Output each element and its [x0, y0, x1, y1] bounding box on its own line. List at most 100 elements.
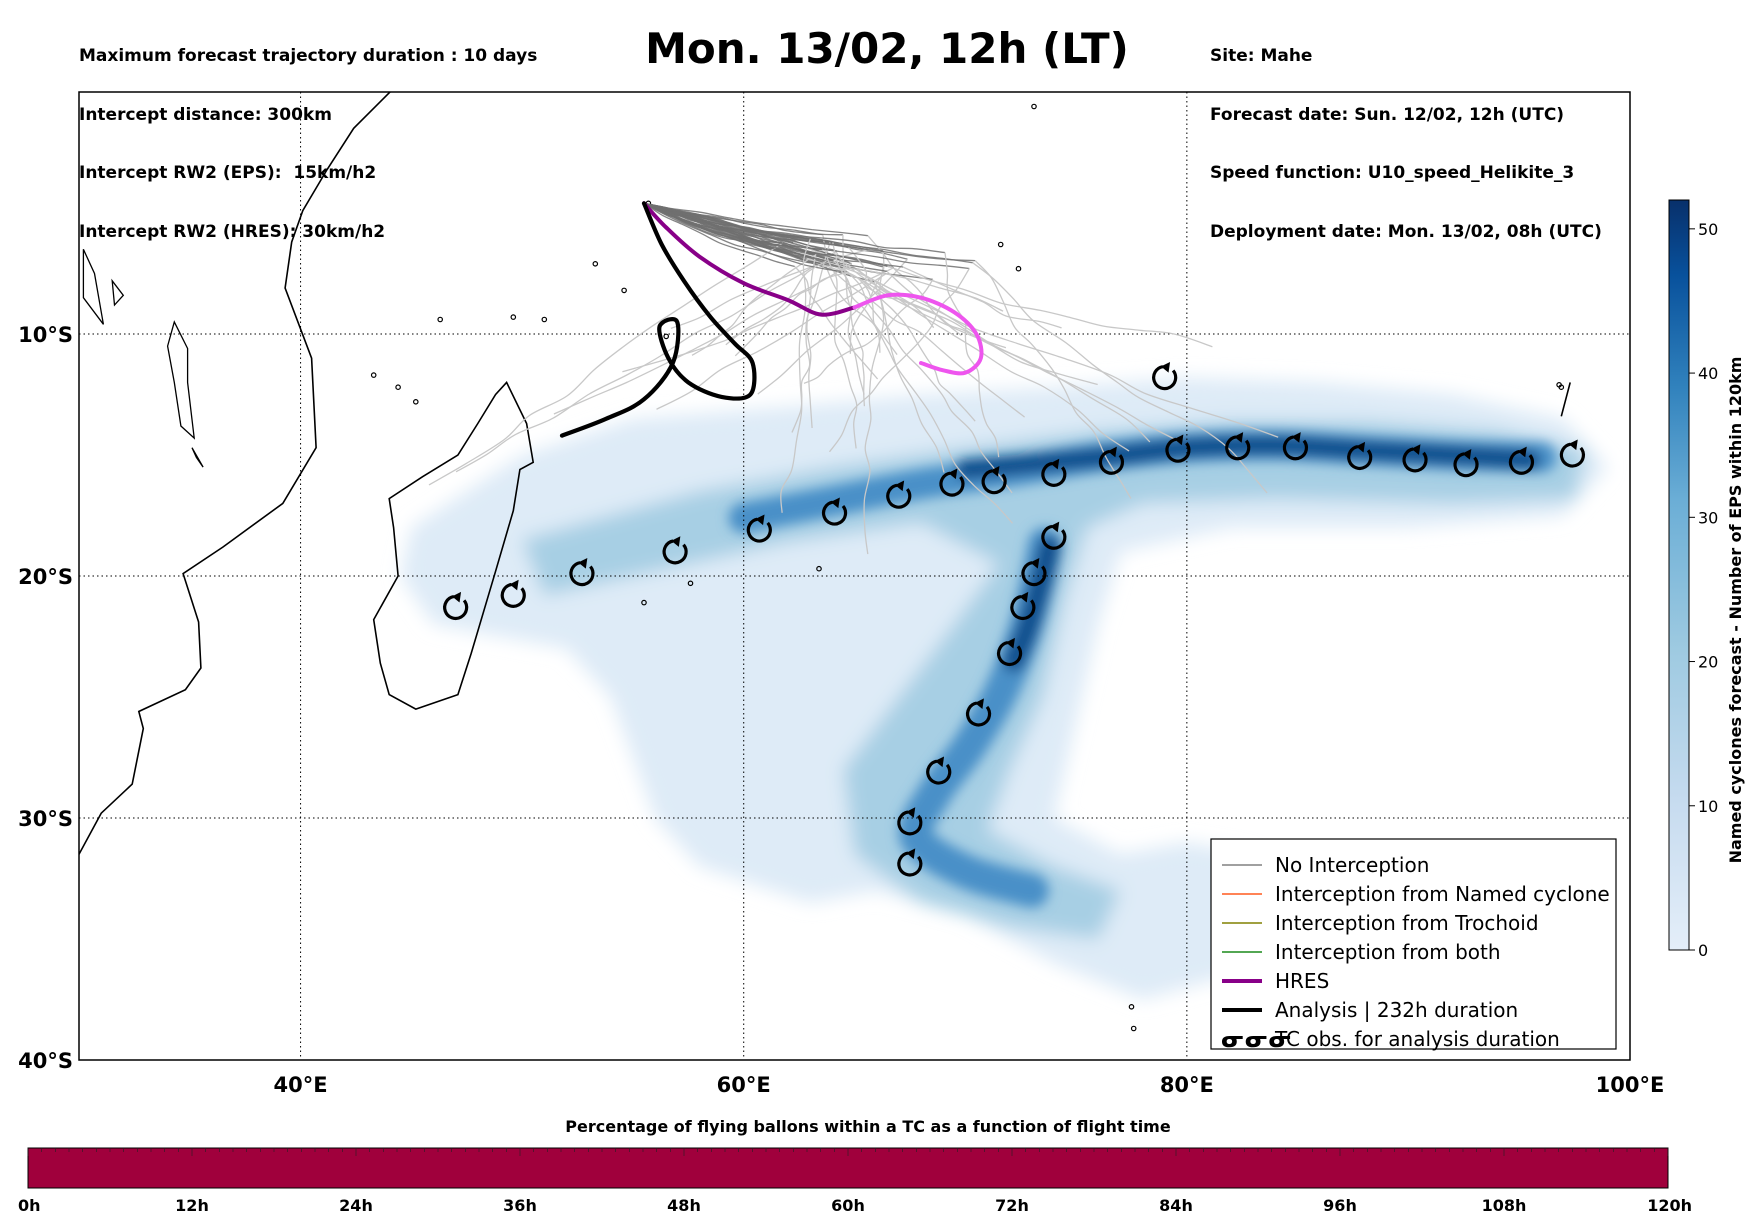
- lon-tick-label: 80°E: [1160, 1073, 1214, 1097]
- flight-time-tick-label: 24h: [339, 1196, 373, 1215]
- island-outline: [395, 384, 401, 391]
- tc-obs-symbol: [939, 468, 965, 497]
- island-outline: [1128, 1003, 1135, 1010]
- tc-obs-symbol: [1021, 557, 1047, 587]
- eps-trajectory-late: [810, 257, 1279, 438]
- lake-outline: [166, 320, 196, 440]
- eps-trajectory-late: [803, 279, 934, 384]
- flight-time-tick-label: 60h: [831, 1196, 865, 1215]
- tc-obs-symbol: [897, 807, 923, 836]
- colorbar-tick-label: 40: [1698, 364, 1718, 383]
- info-intercept-rw2-eps: Intercept RW2 (EPS): 15km/h2: [79, 163, 377, 183]
- info-speed-function: Speed function: U10_speed_Helikite_3: [1210, 163, 1575, 183]
- graticule-grid: [79, 92, 1630, 1060]
- legend-label: Analysis | 232h duration: [1275, 998, 1518, 1022]
- hres-and-analysis-tracks: [559, 201, 984, 438]
- tc-obs-symbol: [1282, 432, 1309, 461]
- info-intercept-rw2-hres: Intercept RW2 (HRES): 30km/h2: [79, 221, 386, 242]
- header-left-info: Maximum forecast trajectory duration : 1…: [79, 8, 537, 262]
- eps-trajectory-early: [643, 202, 888, 267]
- eps-trajectory-early: [643, 202, 795, 268]
- island-outline: [1556, 381, 1562, 388]
- tc-obs-symbol: [1165, 434, 1191, 463]
- tc-obs-symbol: [443, 591, 469, 621]
- eps-trajectory-late: [553, 263, 853, 415]
- eps-trajectory-late: [867, 235, 962, 337]
- eps-trajectory-late: [833, 265, 1007, 349]
- eps-trajectory-late: [835, 255, 1130, 452]
- info-intercept-distance: Intercept distance: 300km: [79, 104, 332, 125]
- eps-trajectory-late: [780, 238, 811, 513]
- flight-time-tick-label: 72h: [995, 1196, 1029, 1215]
- info-site: Site: Mahe: [1210, 46, 1313, 66]
- tc-obs-symbol: [662, 536, 688, 565]
- hres-track-late: [852, 292, 984, 376]
- tc-obs-symbol: [1559, 439, 1586, 468]
- eps-trajectory-early: [643, 202, 828, 267]
- eps-trajectory-late: [863, 266, 885, 555]
- lat-tick-label: 30°S: [18, 807, 73, 831]
- madagascar-coastline: [372, 380, 535, 710]
- flight-time-bar: Percentage of flying ballons within a TC…: [18, 1117, 1692, 1215]
- flight-time-tick-label: 96h: [1323, 1196, 1357, 1215]
- tc-obs-symbol: [886, 480, 912, 509]
- lat-tick-label: 40°S: [18, 1049, 73, 1073]
- tc-obs-symbol: [1152, 361, 1178, 391]
- lat-tick-label: 20°S: [18, 565, 73, 589]
- analysis-track: [559, 201, 757, 438]
- colorbar-tick-label: 10: [1698, 797, 1718, 816]
- eps-trajectory-late: [902, 266, 1062, 329]
- island-outline: [1015, 265, 1022, 272]
- flight-time-tick-label: 120h: [1647, 1196, 1692, 1215]
- lake-outline: [82, 249, 105, 325]
- island-outline: [816, 565, 822, 572]
- sumatra-coastline: [1560, 382, 1571, 417]
- flight-time-tick-label: 12h: [175, 1196, 209, 1215]
- eps-trajectory-early: [643, 202, 946, 254]
- eps-trajectory-early: [643, 202, 894, 269]
- eps-trajectory-early: [643, 202, 849, 273]
- eps-trajectory-late: [822, 234, 858, 449]
- tc-obs-symbol: [966, 698, 992, 727]
- eps-trajectory-late: [974, 260, 1132, 499]
- flight-time-tick-label: 84h: [1159, 1196, 1193, 1215]
- eps-trajectory-late: [944, 252, 1000, 458]
- lake-outline: [111, 278, 125, 307]
- lon-tick-label: 60°E: [717, 1073, 771, 1097]
- eps-trajectory-late: [887, 265, 1213, 348]
- colorbar-tick-label: 20: [1698, 653, 1718, 672]
- tc-obs-symbol: [1347, 441, 1373, 471]
- eps-trajectory-late: [847, 246, 881, 353]
- flight-time-tick-label: 48h: [667, 1196, 701, 1215]
- legend-label: No Interception: [1275, 853, 1429, 877]
- island-outline: [641, 599, 647, 606]
- info-deployment-date: Deployment date: Mon. 13/02, 08h (UTC): [1210, 221, 1602, 242]
- colorbar-label: Named cyclones forecast - Number of EPS …: [1726, 357, 1745, 864]
- island-outline: [541, 316, 548, 323]
- flight-time-bar-title: Percentage of flying ballons within a TC…: [565, 1117, 1171, 1136]
- legend-label: Interception from Named cyclone: [1275, 882, 1610, 906]
- colorbar-tick-label: 0: [1698, 941, 1708, 960]
- tc-obs-symbol: [1508, 446, 1535, 475]
- eps-trajectories: [428, 202, 1279, 555]
- tc-obs-symbol: [1010, 591, 1036, 621]
- island-outline: [370, 372, 377, 378]
- flight-time-tick-label: 36h: [503, 1196, 537, 1215]
- flight-time-tick-label: 0h: [18, 1196, 41, 1215]
- eps-trajectory-late: [828, 268, 970, 453]
- eps-trajectory-late: [826, 265, 1025, 418]
- legend-tc-symbol: ᓂᓂᓂ: [1221, 1025, 1292, 1053]
- tc-obs-symbol: [897, 848, 923, 877]
- lon-tick-label: 100°E: [1596, 1073, 1665, 1097]
- eps-trajectory-late: [873, 281, 945, 473]
- eps-trajectory-late: [691, 249, 824, 356]
- tc-obs-symbol: [821, 497, 848, 526]
- eps-trajectory-late: [428, 242, 784, 486]
- lon-tick-label: 40°E: [274, 1073, 328, 1097]
- density-colorbar: 0 10 20 30 40 50 Named cyclones forecast - Nu…: [1668, 199, 1745, 960]
- tc-observations: [443, 361, 1586, 877]
- eps-trajectory-late: [806, 254, 817, 429]
- axis-tick-labels: 10°S 20°S 30°S 40°S 40°E 60°E 80°E 100°E: [18, 323, 1664, 1097]
- flight-time-tick-label: 108h: [1482, 1196, 1527, 1215]
- tc-obs-symbol: [569, 557, 595, 587]
